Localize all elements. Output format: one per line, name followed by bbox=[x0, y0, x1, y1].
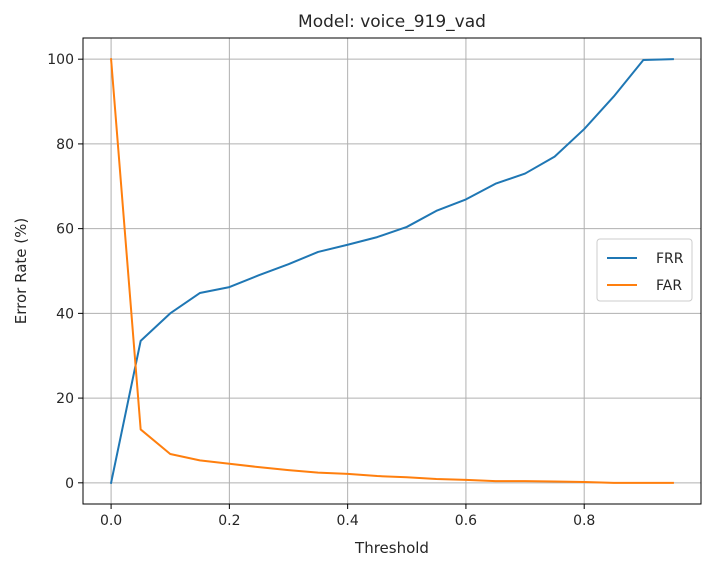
series-layer bbox=[109, 58, 674, 485]
x-tick-label: 0.6 bbox=[455, 513, 477, 529]
plot-area-frame bbox=[82, 37, 702, 505]
y-tick-label: 60 bbox=[56, 222, 74, 238]
x-axis-label: Threshold bbox=[354, 539, 429, 557]
y-tick-label: 40 bbox=[56, 306, 74, 322]
x-tick-label: 0.4 bbox=[337, 513, 359, 529]
x-tick-label: 0.8 bbox=[573, 513, 595, 529]
chart-title: Model: voice_919_vad bbox=[298, 12, 486, 32]
legend-label-frr: FRR bbox=[656, 251, 684, 267]
x-axis: 0.0 0.2 0.4 0.6 0.8 bbox=[100, 504, 595, 529]
y-tick-label: 80 bbox=[56, 137, 74, 153]
legend: FRR FAR bbox=[596, 238, 693, 302]
y-axis: 0 20 40 60 80 100 bbox=[47, 52, 83, 492]
series-line-far bbox=[110, 58, 674, 484]
series-line-frr bbox=[109, 58, 674, 485]
x-tick-label: 0.0 bbox=[100, 513, 122, 529]
grid bbox=[83, 38, 701, 504]
x-tick-label: 0.2 bbox=[218, 513, 240, 529]
y-tick-label: 0 bbox=[65, 476, 74, 492]
legend-label-far: FAR bbox=[656, 278, 682, 294]
y-tick-label: 100 bbox=[47, 52, 74, 68]
y-tick-label: 20 bbox=[56, 391, 74, 407]
y-axis-label: Error Rate (%) bbox=[12, 218, 30, 324]
